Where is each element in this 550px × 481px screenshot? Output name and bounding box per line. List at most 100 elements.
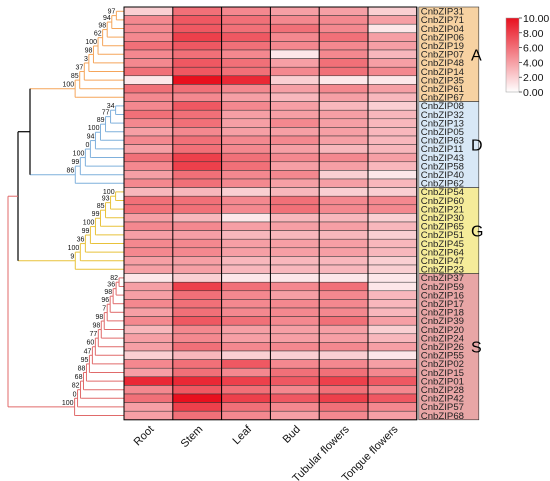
heatmap-cell — [172, 144, 222, 154]
gene-label: CnbZIP28 — [421, 385, 464, 396]
heatmap-cell — [367, 307, 418, 317]
heatmap-cell — [270, 66, 320, 77]
heatmap-cell — [318, 170, 369, 180]
heatmap-cell — [318, 152, 369, 163]
bootstrap-label: 100 — [85, 39, 97, 46]
heatmap-cell — [367, 41, 418, 51]
heatmap-cell — [318, 324, 369, 335]
heatmap-cell — [221, 66, 271, 77]
heatmap-cell — [123, 92, 174, 102]
heatmap-cell — [221, 256, 271, 266]
heatmap-cell — [123, 342, 174, 352]
heatmap-cell — [270, 195, 320, 206]
heatmap-cell — [367, 273, 418, 283]
heatmap-cell — [172, 152, 222, 163]
heatmap-cell — [367, 6, 418, 16]
gene-label: CnbZIP40 — [421, 170, 464, 181]
heatmap-cell — [172, 187, 222, 197]
bootstrap-label: 96 — [101, 297, 109, 304]
bootstrap-label: 100 — [62, 400, 74, 407]
heatmap-cell — [367, 204, 418, 214]
column-label: Stem — [179, 423, 206, 450]
heatmap-cell — [367, 410, 418, 421]
heatmap-cell — [318, 273, 369, 283]
heatmap-cell — [367, 350, 418, 360]
heatmap-cell — [221, 367, 271, 378]
heatmap-cell — [221, 333, 271, 343]
heatmap-cell — [123, 84, 174, 94]
heatmap-cell — [221, 290, 271, 300]
heatmap-cell — [172, 204, 222, 214]
heatmap-cell — [270, 264, 320, 274]
heatmap-cell — [123, 402, 174, 412]
heatmap-cell — [270, 376, 320, 386]
heatmap-cell — [221, 84, 271, 94]
heatmap-cell — [367, 58, 418, 68]
legend-bar — [505, 17, 520, 93]
heatmap-cell — [172, 41, 222, 51]
heatmap-cell — [221, 247, 271, 257]
heatmap-cell — [221, 58, 271, 68]
heatmap-cell — [123, 299, 174, 309]
column-label: Bud — [281, 423, 303, 445]
heatmap-cell — [123, 152, 174, 163]
heatmap-cell — [172, 170, 222, 180]
heatmap-cell — [172, 299, 222, 309]
heatmap-cell — [123, 187, 174, 197]
heatmap-cell — [123, 350, 174, 360]
heatmap-cell — [123, 324, 174, 335]
heatmap-cell — [123, 367, 174, 378]
heatmap-cell — [318, 307, 369, 317]
bootstrap-label: 99 — [82, 228, 90, 235]
heatmap-cell — [123, 359, 174, 369]
gene-label: CnbZIP18 — [421, 308, 464, 319]
bootstrap-label: 98 — [95, 314, 103, 321]
heatmap-cell — [367, 84, 418, 94]
group-box — [418, 273, 480, 421]
heatmap-cell — [221, 273, 271, 283]
heatmap-cell — [318, 385, 369, 395]
legend-tick-label: 6.00 — [523, 43, 544, 55]
bootstrap-label: 7 — [102, 306, 106, 313]
heatmap-cell — [172, 127, 222, 137]
heatmap-cell — [221, 316, 271, 326]
heatmap-cell — [367, 402, 418, 412]
heatmap-cell — [270, 247, 320, 257]
heatmap-cell — [270, 307, 320, 317]
heatmap-cell — [172, 238, 222, 249]
heatmap-cell — [367, 359, 418, 369]
heatmap-cell — [318, 264, 369, 274]
heatmap-cell — [221, 213, 271, 223]
heatmap-cell — [270, 6, 320, 16]
column-label: Leaf — [230, 423, 254, 447]
heatmap-cell — [318, 221, 369, 231]
gene-label: CnbZIP02 — [421, 359, 464, 370]
heatmap-cell — [318, 187, 369, 197]
bootstrap-label: 85 — [97, 203, 105, 210]
heatmap-cell — [270, 75, 320, 85]
heatmap-cell — [367, 230, 418, 240]
bootstrap-label: 98 — [92, 323, 100, 330]
gene-label: CnbZIP45 — [421, 239, 464, 250]
heatmap-cell — [270, 23, 320, 34]
heatmap-cell — [172, 195, 222, 206]
heatmap-cell — [221, 92, 271, 102]
heatmap-cell — [367, 247, 418, 257]
heatmap-cell — [221, 221, 271, 231]
heatmap-cell — [318, 58, 369, 68]
heatmap-cell — [123, 23, 174, 34]
gene-label: CnbZIP21 — [421, 204, 464, 215]
heatmap-cell — [367, 75, 418, 85]
group-letter: S — [471, 340, 482, 357]
heatmap-cell — [123, 221, 174, 231]
heatmap-cell — [172, 307, 222, 317]
heatmap-cell — [367, 49, 418, 59]
heatmap-cell — [221, 238, 271, 249]
heatmap-cell — [367, 135, 418, 145]
gene-label: CnbZIP47 — [421, 256, 464, 267]
heatmap-cell — [172, 376, 222, 386]
bootstrap-label: 0 — [73, 391, 77, 398]
bootstrap-label: 98 — [85, 47, 93, 54]
bootstrap-label: 62 — [94, 31, 102, 38]
